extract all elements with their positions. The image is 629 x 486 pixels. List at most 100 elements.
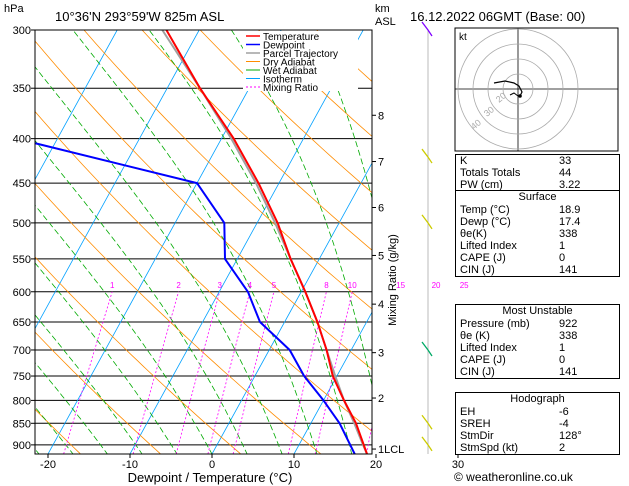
- surface-cape-value: 0: [559, 252, 566, 264]
- mixing-ratio-label-10: 10: [348, 281, 357, 290]
- wet-adiabat-0: [35, 262, 178, 454]
- mixing-ratio-line-20: [404, 292, 437, 454]
- mu-cape-row: CAPE (J) 0: [456, 354, 619, 366]
- mixing-ratio-label-2: 2: [176, 281, 181, 290]
- temp-label--10: -10: [122, 459, 138, 471]
- wind-barb-700: [421, 341, 433, 357]
- dry-adiabat-10: [35, 256, 241, 454]
- dry-adiabat-60: [141, 30, 372, 251]
- mixing-ratio-line-8: [287, 291, 327, 454]
- surface-cape-label: CAPE (J): [460, 252, 506, 264]
- pressure-label-650: 650: [13, 317, 31, 329]
- temp-label-30: 30: [452, 459, 464, 471]
- legend-dry-adiabat: Dry Adiabat: [263, 58, 315, 69]
- mu-theta-row: θe (K) 338: [456, 330, 619, 342]
- wind-barb-300: [421, 21, 433, 37]
- mixing-ratio-line-10: [315, 291, 353, 454]
- mu-cin-row: CIN (J) 141: [456, 366, 619, 378]
- dry-adiabat--10: [35, 408, 81, 454]
- hodograph-trace: [493, 80, 523, 97]
- copyright: © weatheronline.co.uk: [454, 470, 573, 484]
- hodo-stmspd-label: StmSpd (kt): [460, 442, 519, 454]
- wet-adiabat-20: [148, 30, 353, 454]
- height-label-1LCL: 1LCL: [378, 444, 404, 456]
- mu-pressure-row: Pressure (mb) 922: [456, 318, 619, 330]
- mu-theta-label: θe (K): [460, 330, 490, 342]
- isotherm--40: [35, 30, 118, 181]
- wet-adiabat--12: [35, 406, 74, 454]
- pressure-label-300: 300: [13, 25, 31, 37]
- surface-theta-value: 338: [559, 228, 578, 240]
- mu-cape-value: 0: [559, 354, 566, 366]
- dry-adiabat-20: [35, 182, 322, 454]
- wind-barb-900: [421, 436, 433, 452]
- pressure-label-500: 500: [13, 218, 31, 230]
- mixing-ratio-label-4: 4: [248, 281, 253, 290]
- wind-barb-850: [421, 414, 433, 430]
- temp-label-10: 10: [288, 459, 300, 471]
- legend-temperature: Temperature: [263, 32, 320, 43]
- hodograph-ring-20: [487, 58, 549, 120]
- wet-adiabat-24: [231, 30, 372, 388]
- hodo-stmdir-value: 128°: [559, 430, 582, 442]
- surface-temp-row: Temp (°C) 18.9: [456, 204, 619, 216]
- mu-theta-value: 338: [559, 330, 578, 342]
- hodo-sreh-label: SREH: [460, 418, 491, 430]
- hodo-stmspd-value: 2: [559, 442, 566, 454]
- hodo-eh-row: EH -6: [456, 406, 619, 418]
- surface-cin-row: CIN (J) 141: [456, 264, 619, 276]
- pressure-label-600: 600: [13, 287, 31, 299]
- isotherm--20: [47, 30, 282, 454]
- pressure-unit: hPa: [4, 3, 24, 15]
- index-pw-row: PW (cm) 3.22: [456, 179, 619, 191]
- surface-dewp-value: 17.4: [559, 216, 581, 228]
- mu-pressure-value: 922: [559, 318, 578, 330]
- legend-parcel: Parcel Trajectory: [263, 49, 338, 60]
- temp-label-0: 0: [209, 459, 215, 471]
- hodograph-title: Hodograph: [510, 393, 565, 405]
- dry-adiabat-0: [35, 331, 161, 454]
- legend: Temperature Dewpoint Parcel Trajectory D…: [243, 31, 358, 94]
- hodograph-storm-marker: [509, 92, 519, 97]
- surface-temp-label: Temp (°C): [460, 204, 510, 216]
- height-label-4: 4: [378, 299, 384, 311]
- isotherm-50: [622, 30, 629, 454]
- legend-background: [243, 31, 358, 91]
- mixing-ratio-label-20: 20: [432, 281, 441, 290]
- surface-title: Surface: [518, 191, 557, 203]
- index-pw-value: 3.22: [559, 179, 581, 191]
- hodograph-ring-label-40: 40: [469, 117, 483, 131]
- mixing-ratio-label-5: 5: [272, 281, 277, 290]
- index-k-value: 33: [559, 155, 572, 167]
- legend-dewpoint: Dewpoint: [263, 41, 305, 52]
- mixing-ratio-line-1: [63, 291, 113, 454]
- mixing-ratio-label-25: 25: [460, 281, 469, 290]
- mu-title: Most Unstable: [502, 305, 573, 317]
- pressure-label-800: 800: [13, 395, 31, 407]
- surface-lifted-value: 1: [559, 240, 566, 252]
- hodograph-panel: Hodograph EH -6 SREH -4 StmDir 128° StmSpd …: [455, 392, 620, 455]
- date-title: 16.12.2022 06GMT (Base: 00): [410, 9, 585, 24]
- surface-theta-label: θe(K): [460, 228, 487, 240]
- surface-theta-row: θe(K) 338: [456, 228, 619, 240]
- pressure-label-850: 850: [13, 418, 31, 430]
- mixing-ratio-line-4: [207, 291, 251, 454]
- surface-dewp-label: Dewp (°C): [460, 216, 511, 228]
- mixing-ratio-label-15: 15: [396, 281, 405, 290]
- temperature-line: [165, 30, 368, 454]
- wet-adiabat-8: [35, 139, 248, 454]
- surface-lifted-row: Lifted Index 1: [456, 240, 619, 252]
- wet-adiabat-4: [35, 204, 213, 454]
- x-axis-label: Dewpoint / Temperature (°C): [128, 470, 293, 485]
- surface-cin-value: 141: [559, 264, 578, 276]
- pressure-label-350: 350: [13, 83, 31, 95]
- index-totals-row: Totals Totals 44: [456, 167, 619, 179]
- surface-dewp-row: Dewp (°C) 17.4: [456, 216, 619, 228]
- wet-adiabat--20: [0, 30, 6, 455]
- legend-mixing-ratio: Mixing Ratio: [263, 83, 318, 94]
- index-pw-label: PW (cm): [460, 179, 503, 191]
- mu-cape-label: CAPE (J): [460, 354, 506, 366]
- isotherm--30: [35, 30, 200, 330]
- mixing-ratio-line-3: [175, 291, 221, 454]
